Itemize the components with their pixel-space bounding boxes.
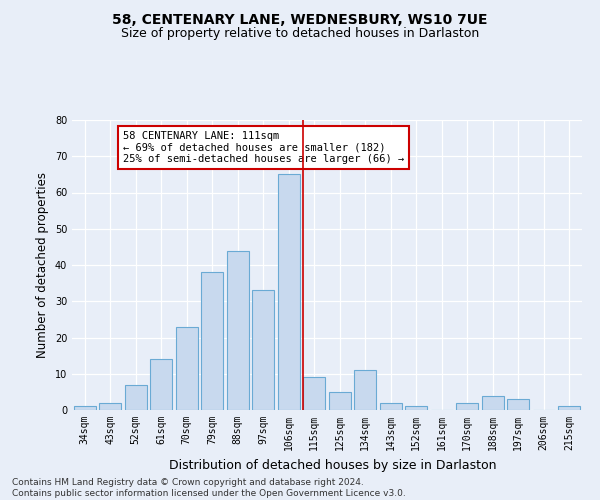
Bar xyxy=(227,250,248,410)
Bar xyxy=(329,392,350,410)
Bar xyxy=(278,174,299,410)
Text: Size of property relative to detached houses in Darlaston: Size of property relative to detached ho… xyxy=(121,28,479,40)
Text: Contains HM Land Registry data © Crown copyright and database right 2024.
Contai: Contains HM Land Registry data © Crown c… xyxy=(12,478,406,498)
Y-axis label: Number of detached properties: Number of detached properties xyxy=(36,172,49,358)
Bar xyxy=(74,406,95,410)
Bar xyxy=(406,406,427,410)
Bar xyxy=(482,396,503,410)
Bar xyxy=(304,378,325,410)
Bar xyxy=(125,384,146,410)
Text: 58 CENTENARY LANE: 111sqm
← 69% of detached houses are smaller (182)
25% of semi: 58 CENTENARY LANE: 111sqm ← 69% of detac… xyxy=(123,131,404,164)
Bar xyxy=(355,370,376,410)
Text: 58, CENTENARY LANE, WEDNESBURY, WS10 7UE: 58, CENTENARY LANE, WEDNESBURY, WS10 7UE xyxy=(112,12,488,26)
Bar xyxy=(508,399,529,410)
Bar xyxy=(253,290,274,410)
Bar xyxy=(151,359,172,410)
Bar xyxy=(176,326,197,410)
Bar xyxy=(457,403,478,410)
Bar xyxy=(202,272,223,410)
Bar xyxy=(100,403,121,410)
Bar xyxy=(380,403,401,410)
Text: Distribution of detached houses by size in Darlaston: Distribution of detached houses by size … xyxy=(169,460,497,472)
Bar xyxy=(559,406,580,410)
